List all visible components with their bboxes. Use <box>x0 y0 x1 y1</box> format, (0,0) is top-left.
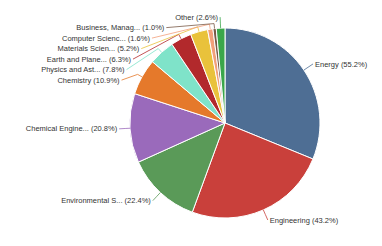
category-label: Engineering <box>270 216 310 225</box>
data-label: Chemical Engine... (20.8%) <box>26 124 118 133</box>
data-label: Environmental S... (22.4%) <box>61 196 151 205</box>
pie-slice <box>213 28 225 123</box>
chart: Energy (55.2%) Engineering (43.2%) Environ… <box>0 0 382 246</box>
category-label: Other <box>175 13 194 22</box>
pie-slice <box>208 29 225 123</box>
data-label: Materials Scien... (5.2%) <box>58 44 140 53</box>
value-label: (7.8%) <box>102 65 125 74</box>
category-label: Energy <box>315 60 339 69</box>
data-label: Chemistry (10.9%) <box>57 76 120 85</box>
leader-line <box>119 128 130 130</box>
category-label: Materials Scien... <box>58 44 116 53</box>
category-label: Physics and Ast... <box>41 65 100 74</box>
value-label: (10.9%) <box>93 76 120 85</box>
category-label: Chemical Engine... <box>26 124 89 133</box>
leader-line <box>220 17 222 28</box>
value-label: (6.3%) <box>109 55 132 64</box>
value-label: (1.0%) <box>142 23 165 32</box>
data-label: Business, Manag... (1.0%) <box>76 23 164 32</box>
leader-line <box>122 74 142 80</box>
value-label: (43.2%) <box>312 216 339 225</box>
value-label: (22.4%) <box>125 196 152 205</box>
value-label: (5.2%) <box>117 44 140 53</box>
category-label: Business, Manag... <box>76 23 140 32</box>
category-label: Earth and Plane... <box>47 55 107 64</box>
value-label: (1.6%) <box>128 34 151 43</box>
value-label: (20.8%) <box>91 124 118 133</box>
data-label: Energy (55.2%) <box>315 60 368 69</box>
category-label: Environmental S... <box>61 196 122 205</box>
leader-line <box>166 24 214 29</box>
category-label: Chemistry <box>57 76 91 85</box>
leader-line <box>263 210 267 220</box>
leader-line <box>153 193 160 201</box>
data-label: Other (2.6%) <box>175 13 218 22</box>
value-label: (2.6%) <box>196 13 219 22</box>
labels: Energy (55.2%) Engineering (43.2%) Environ… <box>26 13 368 225</box>
leader-line <box>304 64 313 70</box>
data-label: Physics and Ast... (7.8%) <box>41 65 125 74</box>
category-label: Computer Scienc... <box>62 34 126 43</box>
data-label: Engineering (43.2%) <box>270 216 339 225</box>
pie <box>130 28 320 218</box>
data-label: Earth and Plane... (6.3%) <box>47 55 132 64</box>
value-label: (55.2%) <box>341 60 368 69</box>
pie-slice <box>216 28 225 123</box>
data-label: Computer Scienc... (1.6%) <box>62 34 150 43</box>
